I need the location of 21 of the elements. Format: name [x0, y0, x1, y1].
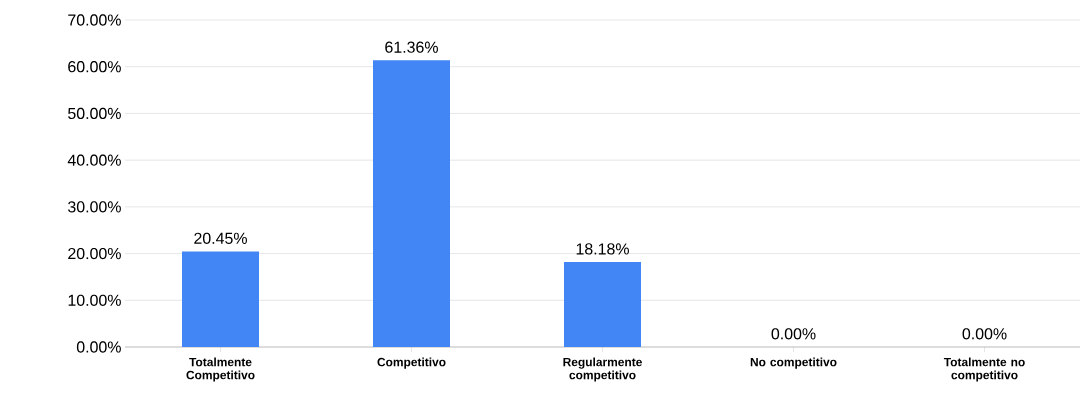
x-tick-label: Competitivo [377, 357, 446, 369]
data-label: 0.00% [771, 328, 816, 340]
y-tick-label: 50.00% [68, 107, 121, 120]
bar [373, 60, 450, 347]
x-tick-label: Regularmente competitivo [563, 357, 642, 382]
y-tick-label: 20.00% [68, 247, 121, 260]
y-tick-label: 0.00% [76, 341, 121, 353]
data-label: 18.18% [576, 243, 629, 255]
data-label: 61.36% [385, 41, 438, 53]
y-tick-label: 40.00% [67, 154, 121, 166]
data-label: 0.00% [962, 328, 1007, 340]
y-tick-label: 70.00% [68, 14, 121, 26]
bar [564, 262, 642, 347]
bar [182, 251, 259, 347]
x-tick-label: Totalmente no competitivo [943, 357, 1025, 382]
x-tick-label: Totalmente Competitivo [186, 357, 255, 382]
x-tick-label: No competitivo [750, 357, 837, 369]
data-label: 20.45% [194, 232, 247, 244]
y-tick-label: 60.00% [68, 61, 121, 73]
y-tick-label: 30.00% [68, 201, 121, 213]
y-tick-label: 10.00% [68, 294, 121, 306]
